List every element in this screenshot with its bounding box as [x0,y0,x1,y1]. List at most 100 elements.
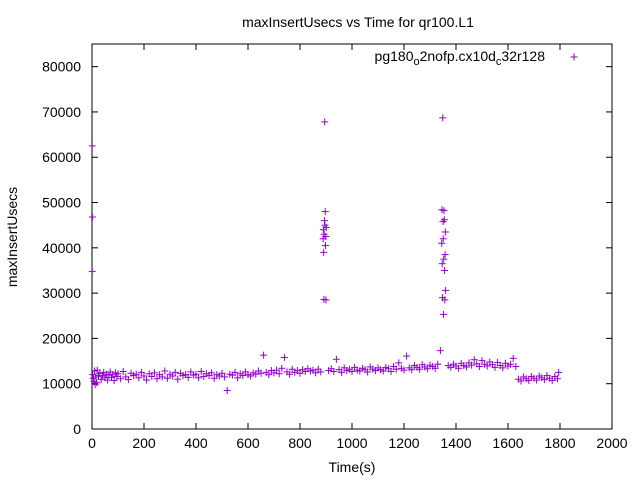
data-point [174,375,182,383]
data-point [296,369,304,377]
data-point [161,367,169,375]
data-point [132,370,140,378]
data-point [117,375,125,383]
data-point [431,364,439,372]
data-point [387,367,395,375]
data-point [322,233,330,240]
data-point [468,361,476,369]
data-point [441,266,449,274]
data-point [184,373,192,381]
y-tick-label: 30000 [42,285,81,301]
x-tick-label: 2000 [596,435,627,451]
data-point [321,208,329,216]
x-tick-label: 800 [288,435,312,451]
data-point [171,368,179,376]
data-point [540,376,548,384]
data-point [195,374,203,382]
data-point [278,364,286,372]
data-point [509,354,517,362]
data-point [119,367,127,375]
legend-marker [570,53,578,61]
data-point [218,369,226,377]
x-axis-label: Time(s) [329,459,376,475]
data-point [208,369,216,377]
data-point [158,373,166,381]
legend-label-part: pg180 [375,48,414,64]
data-point [275,370,283,378]
data-point [499,364,507,372]
x-tick-label: 600 [236,435,260,451]
data-point [470,356,478,364]
data-point [507,360,515,368]
data-point [124,376,132,384]
data-point [221,373,229,381]
y-tick-label: 20000 [42,330,81,346]
y-tick-label: 50000 [42,195,81,211]
data-point [260,351,268,359]
data-point [110,377,118,385]
data-point [441,228,449,236]
data-point [135,374,143,382]
data-point [441,251,449,259]
data-point [321,118,329,126]
y-tick-label: 0 [73,421,81,437]
chart-title: maxInsertUsecs vs Time for qr100.L1 [242,14,474,30]
data-point [434,360,442,368]
data-point [555,368,563,376]
data-point [265,371,273,379]
data-point [408,366,416,374]
data-point [312,369,320,377]
data-point [455,364,463,372]
data-point [392,365,400,373]
legend-label-subscript: c [496,56,502,68]
legend-label: pg180o2nofp.cx10dc32r128 [375,48,546,68]
data-point [441,296,449,304]
data-point [223,387,231,394]
legend-label-part: 2nofp.cx10d [420,48,496,64]
y-tick-label: 40000 [42,240,81,256]
data-point [438,260,446,268]
data-point [137,368,145,376]
data-point [163,374,171,382]
data-point [153,375,161,383]
data-point [400,366,408,374]
data-point [321,242,329,250]
data-point [403,352,411,360]
data-point [439,218,447,226]
data-point [440,255,448,263]
data-point [348,367,356,375]
data-point [169,372,177,380]
data-point [423,365,431,373]
y-tick-label: 70000 [42,104,81,120]
data-point [517,377,525,385]
data-point [548,377,556,385]
data-point [88,267,96,275]
data-point [478,357,486,365]
x-tick-label: 1400 [440,435,471,451]
y-tick-label: 10000 [42,376,81,392]
data-point [210,374,218,382]
x-tick-label: 1200 [388,435,419,451]
x-tick-label: 200 [132,435,156,451]
data-point [286,370,294,378]
data-point [257,369,265,377]
data-point [322,296,330,304]
x-tick-label: 400 [184,435,208,451]
data-point [338,368,346,376]
y-axis: 0 10000 20000 30000 40000 50000 60000 70000 8000… [42,59,612,437]
data-point [148,372,156,380]
data-point [475,362,483,370]
data-point [197,367,205,375]
data-point [439,235,447,243]
data-point [320,217,328,225]
data-point [440,216,448,224]
data-point [97,376,105,384]
data-point [231,368,239,376]
data-points [88,114,563,394]
data-point [89,213,97,221]
data-point [436,347,444,355]
y-axis-label: maxInsertUsecs [4,187,20,287]
data-point [553,375,561,383]
data-point [140,372,148,380]
